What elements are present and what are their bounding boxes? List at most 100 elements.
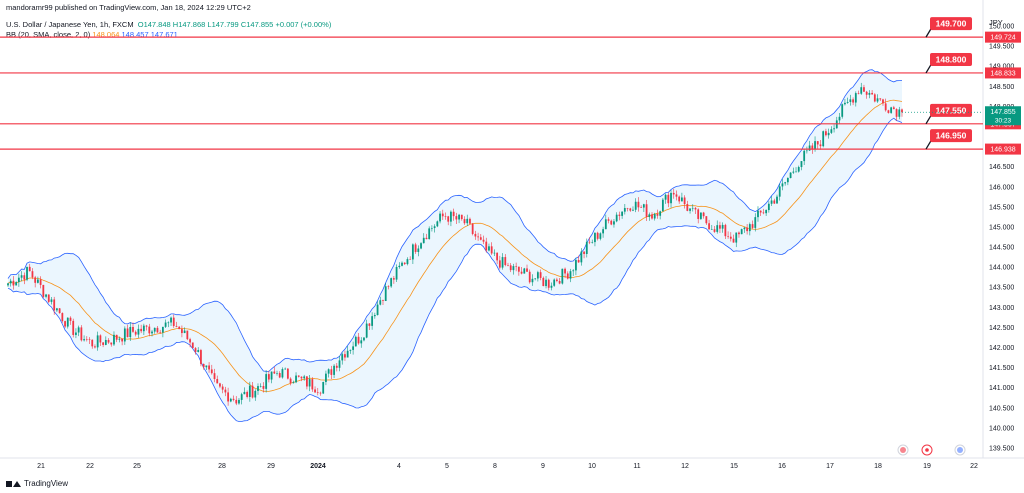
candle-body	[308, 379, 311, 387]
last-price-tag	[985, 106, 1021, 126]
candle-body	[648, 214, 651, 218]
candle-body	[352, 346, 355, 350]
candle-body	[789, 172, 792, 179]
candle-body	[740, 229, 743, 235]
candle-body	[85, 339, 88, 340]
ohlc-low: L147.799	[207, 20, 239, 29]
candle-body	[621, 211, 624, 216]
candle-body	[469, 218, 471, 224]
candle-body	[411, 244, 414, 260]
candle-body	[17, 277, 20, 283]
candle-body	[360, 340, 363, 344]
x-tick-label: 22	[970, 463, 978, 470]
candle-body	[825, 131, 827, 136]
currency-label: JPY	[989, 18, 1003, 27]
candle-body	[865, 91, 868, 95]
candle-body	[833, 128, 835, 130]
candle-body	[814, 141, 816, 150]
candle-body	[659, 211, 662, 216]
candle-body	[232, 398, 235, 400]
axis-line-label: 148.833	[990, 70, 1015, 77]
candle-body	[257, 386, 259, 391]
candle-body	[651, 214, 653, 219]
candle-body	[69, 317, 72, 321]
candle-body	[716, 225, 719, 232]
candle-body	[805, 150, 808, 152]
candle-body	[553, 279, 556, 286]
candle-body	[634, 201, 637, 210]
candle-body	[213, 373, 216, 379]
candle-body	[338, 360, 341, 368]
candle-body	[368, 323, 371, 326]
x-tick-label: 25	[133, 463, 141, 470]
candle-body	[892, 107, 895, 110]
candle-body	[259, 386, 262, 387]
candle-body	[686, 204, 689, 211]
candle-body	[137, 328, 140, 335]
candle-body	[121, 338, 124, 342]
candle-body	[857, 93, 860, 94]
candle-body	[732, 238, 735, 243]
candle-body	[270, 371, 273, 380]
candle-body	[642, 204, 645, 208]
candle-body	[107, 339, 110, 343]
x-tick-label: 18	[874, 463, 882, 470]
candle-body	[91, 339, 94, 347]
candle-body	[694, 207, 697, 210]
bb-basis-value: 148.064	[92, 30, 120, 39]
candle-body	[406, 259, 409, 265]
candle-body	[235, 399, 238, 404]
candle-body	[618, 214, 621, 216]
candle-body	[534, 278, 537, 280]
candle-body	[678, 196, 681, 202]
us-flag-inner-icon	[900, 447, 906, 453]
candle-body	[640, 207, 643, 208]
bb-label[interactable]: BB (20, SMA, close, 2, 0)	[6, 30, 91, 39]
candle-body	[219, 383, 221, 387]
candle-body	[841, 104, 844, 117]
candle-body	[727, 236, 729, 237]
candle-body	[254, 390, 257, 398]
candle-body	[129, 326, 132, 338]
candle-body	[297, 375, 300, 377]
candle-body	[501, 257, 504, 268]
candle-body	[689, 208, 691, 211]
callout-label: 148.800	[936, 54, 967, 64]
candle-body	[496, 252, 499, 261]
candle-body	[594, 232, 596, 243]
y-tick-label: 144.000	[989, 265, 1014, 272]
candle-body	[683, 197, 686, 205]
candle-body	[123, 328, 126, 342]
bb-lower-value: 147.671	[150, 30, 178, 39]
candle-body	[490, 246, 493, 254]
candle-body	[357, 336, 360, 344]
candle-body	[583, 251, 585, 254]
candle-body	[447, 216, 450, 222]
ohlc-close: C147.855	[240, 20, 274, 29]
candle-body	[675, 194, 678, 197]
candle-body	[844, 102, 846, 105]
candle-body	[580, 251, 583, 263]
candle-body	[382, 300, 384, 302]
candle-body	[151, 331, 153, 334]
candle-body	[72, 320, 75, 335]
candle-body	[876, 98, 879, 102]
candle-body	[208, 365, 210, 370]
candle-body	[542, 277, 545, 287]
y-tick-label: 142.000	[989, 345, 1014, 352]
candle-body	[175, 325, 178, 327]
candle-body	[227, 392, 230, 402]
candle-body	[738, 232, 740, 235]
y-tick-label: 149.500	[989, 44, 1014, 51]
candle-body	[238, 399, 240, 404]
candle-body	[439, 213, 441, 222]
countdown-label: 30:23	[995, 118, 1012, 125]
candle-body	[838, 116, 841, 121]
x-tick-label: 8	[493, 463, 497, 470]
candle-body	[344, 354, 346, 358]
candle-body	[577, 260, 580, 263]
candle-body	[776, 196, 778, 204]
candle-body	[803, 150, 806, 162]
symbol-name[interactable]: U.S. Dollar / Japanese Yen, 1h, FXCM	[6, 20, 134, 29]
